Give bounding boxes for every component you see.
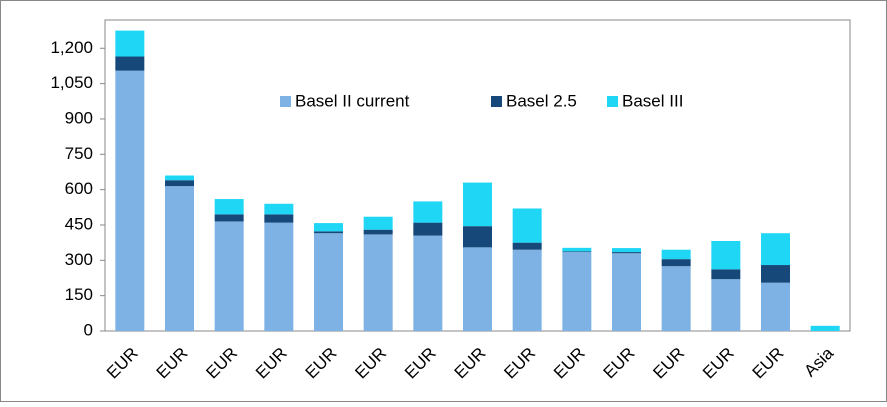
bar-segment bbox=[512, 242, 542, 250]
legend-label: Basel 2.5 bbox=[506, 91, 577, 110]
bar-segment bbox=[165, 186, 194, 331]
bar-segment bbox=[661, 259, 691, 267]
bar-segment bbox=[314, 231, 343, 234]
legend-swatch bbox=[280, 96, 291, 107]
bar-segment bbox=[612, 248, 641, 253]
bar-segment bbox=[314, 223, 343, 232]
bar-segment bbox=[314, 233, 343, 331]
bar-segment bbox=[115, 70, 145, 331]
bar-segment bbox=[214, 214, 244, 222]
y-tick-label: 900 bbox=[65, 108, 93, 127]
bar-segment bbox=[264, 203, 294, 215]
bar-segment bbox=[711, 279, 741, 331]
bar-segment bbox=[165, 180, 194, 187]
bar-segment bbox=[463, 247, 492, 331]
bar-segment bbox=[562, 247, 592, 252]
y-tick-label: 1,050 bbox=[50, 73, 93, 92]
bar-segment bbox=[612, 252, 641, 254]
bar-segment bbox=[363, 229, 393, 235]
y-tick-label: 150 bbox=[65, 285, 93, 304]
bar-segment bbox=[264, 214, 294, 223]
bar-segment bbox=[363, 216, 393, 230]
bar-segment bbox=[761, 233, 790, 266]
bar-segment bbox=[562, 252, 592, 331]
bar-segment bbox=[463, 226, 492, 248]
y-tick-label: 750 bbox=[65, 144, 93, 163]
bar-segment bbox=[612, 253, 641, 331]
y-tick-label: 0 bbox=[84, 320, 93, 339]
legend-label: Basel III bbox=[622, 91, 683, 110]
bar-segment bbox=[512, 249, 542, 331]
bar-segment bbox=[761, 282, 790, 331]
bar-segment bbox=[661, 249, 691, 260]
bar-segment bbox=[165, 175, 194, 181]
bar-segment bbox=[711, 269, 741, 280]
bar-segment bbox=[115, 30, 145, 57]
bar-segment bbox=[413, 222, 443, 236]
bar-segment bbox=[512, 208, 542, 243]
bar-segment bbox=[562, 251, 592, 253]
bar-segment bbox=[363, 234, 393, 331]
legend-label: Basel II current bbox=[295, 91, 410, 110]
bar-segment bbox=[463, 182, 492, 227]
y-tick-label: 300 bbox=[65, 250, 93, 269]
bar-segment bbox=[115, 56, 145, 71]
bar-segment bbox=[661, 266, 691, 331]
y-tick-label: 600 bbox=[65, 179, 93, 198]
bar-segment bbox=[413, 235, 443, 331]
bar-segment bbox=[214, 199, 244, 215]
bar-segment bbox=[214, 221, 244, 331]
bar-segment bbox=[810, 325, 840, 331]
bar-segment bbox=[264, 222, 294, 331]
y-tick-label: 450 bbox=[65, 214, 93, 233]
bar-segment bbox=[711, 240, 741, 270]
bar-segment bbox=[413, 201, 443, 223]
legend-swatch bbox=[491, 96, 502, 107]
bar-segment bbox=[761, 265, 790, 283]
y-tick-label: 1,200 bbox=[50, 38, 93, 57]
legend-swatch bbox=[607, 96, 618, 107]
